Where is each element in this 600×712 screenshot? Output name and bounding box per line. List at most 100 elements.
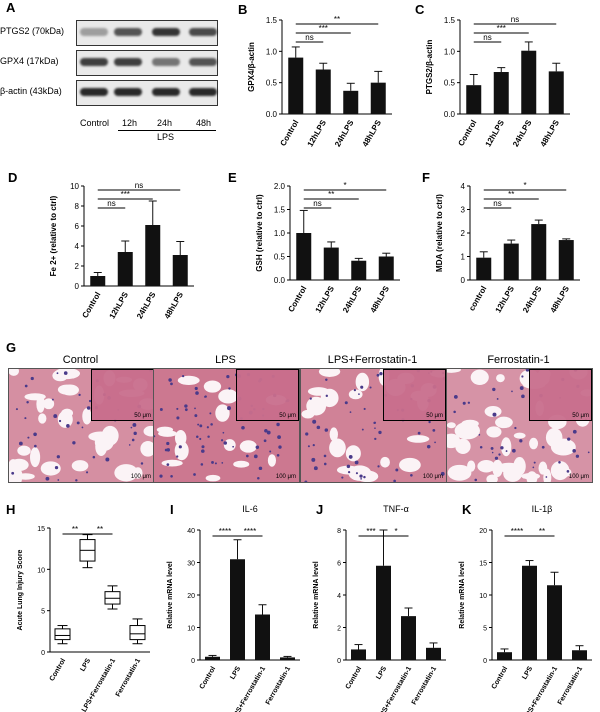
cell-nucleus (496, 398, 499, 400)
cell-nucleus (428, 420, 431, 424)
sig-label: ** (334, 15, 340, 24)
cell-nucleus (355, 472, 358, 475)
cell-nucleus (227, 406, 232, 411)
x-tick-label: Control (80, 291, 102, 320)
y-tick-label: 20 (187, 593, 195, 600)
y-tick-label: 2 (75, 262, 80, 271)
cell-nucleus (194, 414, 198, 418)
cell-nucleus (200, 463, 204, 466)
cell-nucleus (166, 448, 171, 452)
cell-nucleus (209, 412, 212, 415)
cell-nucleus (266, 430, 271, 435)
lps-group-line (118, 130, 216, 131)
cell-nucleus (323, 462, 327, 466)
cell-nucleus (511, 390, 513, 393)
cell-nucleus (63, 371, 68, 375)
bar (521, 50, 537, 114)
cell-nucleus (379, 372, 383, 376)
alveolar-space (40, 461, 61, 476)
bar (531, 224, 547, 280)
y-tick-label: 0 (483, 658, 487, 665)
y-tick-label: 1.5 (266, 16, 278, 25)
cell-nucleus (264, 429, 268, 433)
bar (288, 57, 304, 114)
cell-nucleus (15, 408, 18, 411)
y-tick-label: 1.5 (274, 206, 286, 215)
cell-nucleus (56, 372, 59, 375)
cell-nucleus (417, 431, 421, 435)
cell-nucleus (512, 448, 516, 453)
x-tick-label: 12hLPS (314, 284, 337, 314)
cell-nucleus (269, 450, 272, 453)
cell-nucleus (53, 414, 58, 419)
cell-nucleus (361, 428, 364, 431)
cell-nucleus (462, 401, 466, 405)
y-tick-label: 10 (479, 593, 487, 600)
cell-nucleus (344, 401, 348, 405)
cell-nucleus (241, 425, 245, 430)
alveolar-space (36, 395, 45, 413)
bar (230, 559, 245, 660)
y-tick-label: 5 (41, 609, 45, 616)
cell-nucleus (193, 473, 196, 476)
cell-nucleus (263, 439, 267, 443)
y-axis-label: Relative mRNA level (459, 561, 466, 628)
cell-nucleus (519, 439, 523, 443)
cell-nucleus (159, 408, 163, 411)
sig-label: **** (219, 527, 231, 536)
bar (296, 233, 312, 280)
cell-nucleus (72, 441, 76, 445)
cell-nucleus (56, 455, 60, 459)
cell-nucleus (575, 454, 580, 458)
y-axis-label: Relative mRNA level (313, 561, 320, 628)
he-micrograph: 50 μm 100 μm (446, 368, 593, 483)
x-tick-label: Control (491, 665, 510, 690)
cell-nucleus (105, 457, 110, 462)
alveolar-space (43, 398, 55, 410)
alveolar-space (486, 474, 498, 482)
sig-label: *** (497, 24, 506, 33)
cell-nucleus (354, 460, 359, 465)
y-tick-label: 2 (337, 626, 341, 633)
blot-band (80, 88, 108, 96)
he-panel-title: LPS+Ferrostatin-1 (327, 354, 418, 366)
y-tick-label: 6 (337, 561, 341, 568)
x-tick-label: 12hLPS (494, 284, 517, 314)
cell-nucleus (374, 427, 376, 429)
bar (466, 85, 482, 114)
alveolar-space (477, 459, 496, 473)
cell-nucleus (346, 464, 351, 469)
sig-label: *** (366, 527, 375, 536)
blot-lane-label: 24h (157, 118, 173, 128)
alveolar-space (492, 459, 503, 478)
cell-nucleus (440, 471, 445, 476)
blot-band (189, 88, 217, 96)
cell-nucleus (312, 444, 315, 447)
cell-nucleus (178, 445, 182, 449)
y-axis-label: MDA (relative to ctrl) (435, 194, 444, 272)
blot-lane-label: 12h (122, 118, 138, 128)
y-tick-label: 10 (187, 626, 195, 633)
y-tick-label: 40 (187, 528, 195, 535)
cell-nucleus (410, 473, 413, 477)
inset-scale-bar-label: 50 μm (572, 413, 589, 419)
cell-nucleus (498, 453, 501, 456)
cell-nucleus (166, 463, 170, 466)
alveolar-space (501, 437, 512, 457)
bar (401, 616, 416, 660)
chart-i: I IL-6 0 10 20 30 40 Relative mRNA level Control… (167, 502, 300, 712)
y-tick-label: 0 (41, 650, 45, 657)
cell-nucleus (311, 457, 316, 462)
cell-nucleus (26, 401, 29, 404)
cell-nucleus (51, 398, 54, 401)
bar (90, 276, 106, 286)
cell-nucleus (92, 455, 96, 459)
lps-group-label: LPS (157, 132, 175, 142)
cell-nucleus (377, 465, 380, 468)
sig-label: *** (319, 24, 328, 33)
cell-nucleus (257, 476, 260, 480)
blot-lane-label: 48h (196, 118, 212, 128)
cell-nucleus (494, 456, 499, 460)
y-tick-label: 15 (37, 526, 45, 533)
x-tick-label: 48hLPS (361, 118, 384, 148)
